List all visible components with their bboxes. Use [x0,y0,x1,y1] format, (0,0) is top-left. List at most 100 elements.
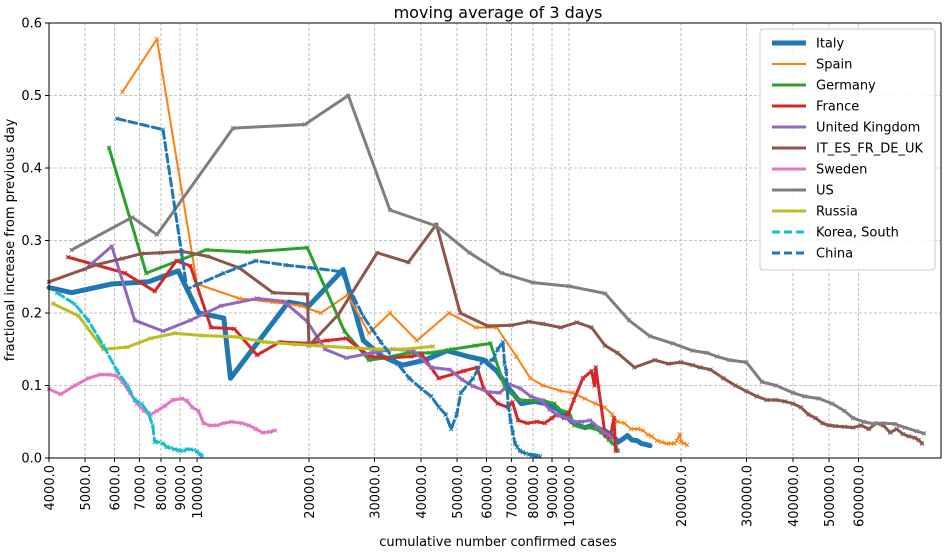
data-point [120,89,125,95]
data-point [109,243,115,249]
data-point [324,338,329,343]
data-point [254,352,260,358]
series-line [46,267,653,449]
data-point [143,270,149,276]
data-point [921,430,927,436]
data-point [684,442,690,448]
data-point [881,420,886,426]
data-point [322,346,328,352]
series-1 [120,36,690,448]
data-point [114,368,120,374]
data-point [188,263,193,269]
data-point [525,420,530,426]
data-point [816,396,822,401]
data-point [866,426,872,432]
data-point [530,280,536,285]
data-point [177,448,183,454]
data-point [647,333,653,339]
data-point [773,397,779,403]
data-point [515,417,521,423]
data-point [146,410,151,416]
data-point [125,383,130,388]
series-layer [46,36,927,459]
data-point [714,354,720,359]
data-point [558,325,564,330]
legend-label: Korea, South [816,226,899,241]
data-point [602,291,608,296]
data-point [850,415,856,421]
data-point [298,303,304,309]
data-point [645,432,651,438]
legend-label: Italy [816,37,845,52]
data-point [559,408,564,414]
data-point [419,386,425,392]
data-point [495,401,501,406]
data-point [184,446,190,452]
data-point [406,375,412,381]
data-point [272,428,278,433]
x-tick-label: 20000.0 [303,465,318,519]
data-point [106,145,112,151]
x-tick-label: 40000.0 [415,465,430,519]
data-point [486,389,491,395]
data-point [704,350,710,356]
data-point [457,310,463,316]
data-point [361,314,366,319]
data-point [565,415,571,421]
data-point [500,339,506,345]
data-point [509,322,514,328]
legend-label: Russia [816,205,858,220]
data-point [697,365,703,370]
data-point [237,296,242,301]
data-point [401,346,407,352]
data-point [871,421,877,427]
data-point [798,404,804,410]
data-point [406,259,411,265]
data-point [85,317,91,323]
data-point [447,367,453,372]
data-point [659,439,665,445]
data-point [858,423,864,428]
data-point [602,404,608,410]
data-point [514,354,519,359]
data-point [454,412,460,417]
data-point [310,265,316,271]
data-point [764,397,770,403]
data-point [894,426,900,432]
data-point [106,372,112,377]
data-point [759,379,765,385]
y-tick-label: 0.2 [21,307,42,322]
data-point [50,301,56,306]
data-point [120,256,125,261]
data-point [473,325,479,330]
data-point [850,425,856,430]
data-point [160,328,166,334]
data-point [580,375,586,381]
data-point [802,394,808,399]
data-point [578,424,584,430]
data-point [470,375,476,381]
y-tick-label: 0.0 [21,452,42,467]
data-point [366,357,372,363]
data-point [154,36,160,42]
data-point [58,391,64,397]
data-point [318,310,324,316]
data-point [436,404,442,410]
data-point [101,343,106,348]
data-point [596,425,601,430]
data-point [540,383,546,388]
data-point [539,397,544,403]
data-point [168,445,174,451]
data-point [467,250,472,256]
series-9 [54,290,205,459]
data-point [790,401,796,406]
data-point [239,420,245,426]
data-point [593,365,599,370]
data-point [461,368,467,374]
chart-title: moving average of 3 days [394,3,603,22]
data-point [887,430,893,435]
data-point [387,310,393,316]
data-point [517,448,523,454]
data-point [510,399,515,405]
series-line [47,373,277,435]
